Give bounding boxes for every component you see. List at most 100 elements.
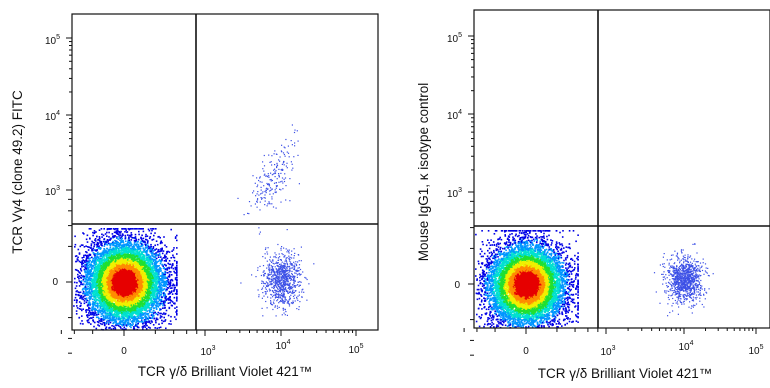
event-dot: [125, 238, 127, 240]
event-dot: [85, 274, 87, 276]
event-dot: [173, 268, 175, 270]
event-dot: [77, 307, 79, 309]
event-dot: [97, 321, 99, 323]
event-dot: [103, 241, 105, 243]
event-dot: [148, 327, 150, 329]
event-dot: [155, 313, 157, 315]
event-dot: [87, 235, 89, 237]
event-dot: [88, 246, 90, 248]
event-dot: [75, 269, 77, 271]
event-dot: [172, 285, 174, 287]
event-dot: [162, 272, 164, 274]
event-dot: [75, 244, 77, 246]
event-dot: [101, 228, 103, 230]
event-dot: [155, 320, 157, 322]
event-dot: [89, 228, 91, 230]
event-dot: [157, 249, 159, 251]
event-dot: [95, 262, 97, 264]
event-dot: [85, 245, 87, 247]
event-dot: [104, 238, 106, 240]
event-dot: [121, 314, 123, 316]
event-dot: [154, 327, 156, 329]
event-dot: [125, 230, 127, 232]
event-dot: [75, 297, 77, 299]
event-dot: [74, 282, 76, 284]
event-dot: [88, 300, 90, 302]
event-dot: [153, 248, 155, 250]
event-dot: [101, 236, 103, 238]
event-dot: [96, 317, 98, 319]
event-dot: [150, 233, 152, 235]
event-dot: [86, 262, 88, 264]
event-dot: [89, 263, 91, 265]
event-dot: [170, 320, 172, 322]
event-dot: [81, 277, 83, 279]
event-dot: [158, 251, 160, 253]
event-dot: [79, 281, 81, 283]
event-dot: [85, 284, 87, 286]
event-dot: [164, 302, 166, 304]
event-dot: [91, 268, 93, 270]
event-dot: [147, 310, 149, 312]
event-dot: [157, 314, 159, 316]
event-dot: [80, 268, 82, 270]
event-dot: [170, 267, 172, 269]
event-dot: [84, 269, 86, 271]
event-dot: [79, 308, 81, 310]
event-dot: [172, 263, 174, 265]
event-dot: [97, 307, 99, 309]
event-dot: [138, 231, 140, 233]
event-dot: [93, 317, 95, 319]
event-dot: [151, 307, 153, 309]
event-dot: [168, 281, 170, 283]
event-dot: [176, 270, 178, 272]
event-dot: [88, 312, 90, 314]
event-dot: [88, 269, 90, 271]
event-dot: [106, 242, 108, 244]
event-dot: [138, 320, 140, 322]
event-dot: [92, 235, 94, 237]
event-dot: [141, 245, 143, 247]
event-dot: [160, 327, 162, 329]
event-dot: [158, 323, 160, 325]
event-dot: [176, 274, 178, 276]
event-dot: [85, 294, 87, 296]
event-dot: [153, 235, 155, 237]
event-dot: [91, 243, 93, 245]
event-dot: [106, 235, 108, 237]
event-dot: [152, 301, 154, 303]
event-dot: [96, 314, 98, 316]
event-dot: [162, 253, 164, 255]
event-dot: [80, 292, 82, 294]
event-dot: [81, 320, 83, 322]
event-dot: [139, 321, 141, 323]
event-dot: [104, 248, 106, 250]
event-dot: [111, 228, 113, 230]
event-dot: [173, 249, 175, 251]
event-dot: [78, 278, 80, 280]
event-dot: [81, 298, 83, 300]
event-dot: [147, 235, 149, 237]
event-dot: [174, 297, 176, 299]
event-dot: [74, 246, 76, 248]
event-dot: [87, 316, 89, 318]
event-dot: [155, 322, 157, 324]
event-dot: [77, 294, 79, 296]
event-dot: [89, 266, 91, 268]
event-dot: [155, 228, 157, 230]
event-dot: [164, 305, 166, 307]
event-dot: [158, 327, 160, 329]
event-dot: [108, 232, 110, 234]
event-dot: [162, 265, 164, 267]
event-dot: [133, 326, 135, 328]
event-dot: [145, 234, 147, 236]
event-dot: [162, 307, 164, 309]
event-dot: [162, 305, 164, 307]
event-dot: [87, 305, 89, 307]
event-dot: [134, 240, 136, 242]
event-dot: [167, 272, 169, 274]
event-dot: [76, 313, 78, 315]
event-dot: [133, 228, 135, 230]
event-dot: [148, 310, 150, 312]
